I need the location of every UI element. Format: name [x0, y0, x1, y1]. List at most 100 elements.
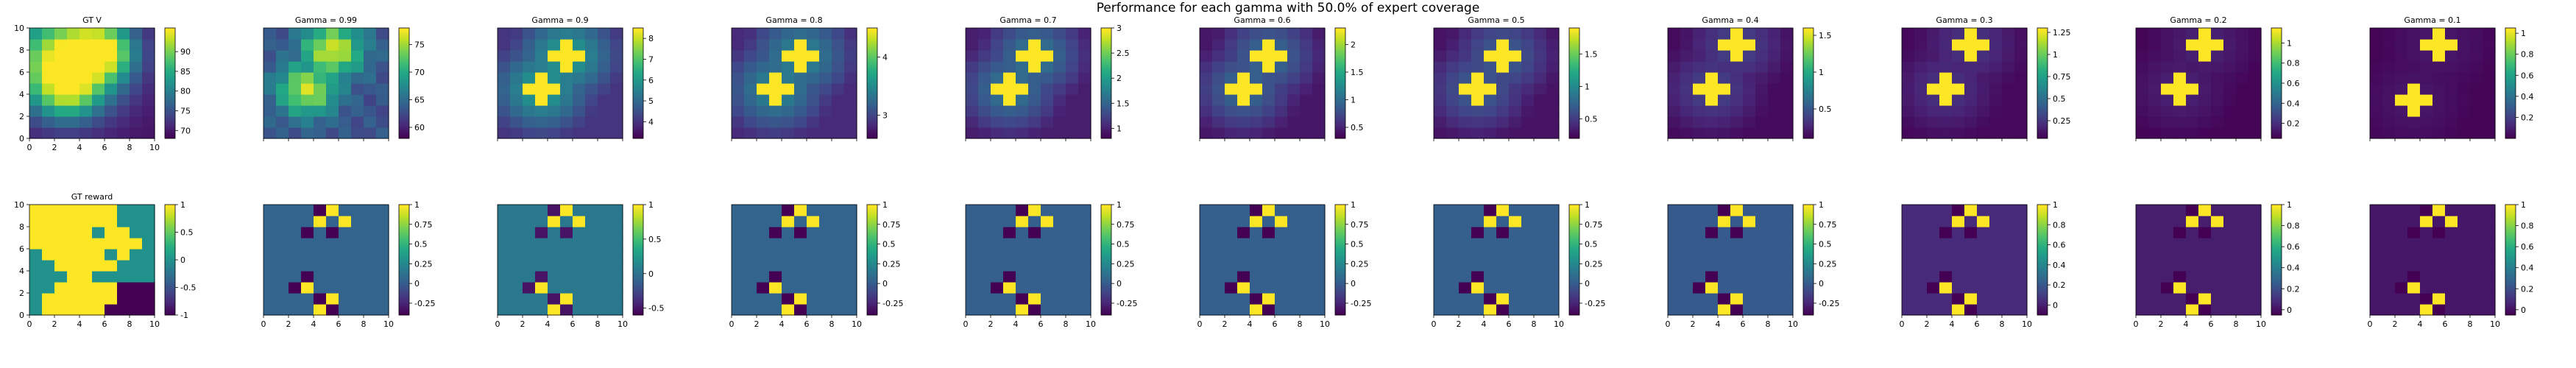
colorbar-segment: [2037, 286, 2048, 288]
heatmap-cell: [2002, 282, 2015, 294]
x-tick-label: 0: [2134, 319, 2139, 329]
colorbar-segment: [633, 280, 643, 283]
heatmap-cell: [2198, 282, 2212, 294]
heatmap-cell: [263, 282, 277, 294]
heatmap-cell: [1902, 216, 1915, 227]
heatmap-cell: [2395, 61, 2408, 73]
heatmap-cell: [2211, 238, 2224, 250]
colorbar-segment: [1803, 261, 1814, 264]
heatmap-cell: [1275, 39, 1288, 51]
heatmap-cell: [2173, 249, 2187, 261]
heatmap-cell: [1952, 249, 1965, 261]
heatmap-cell: [2161, 83, 2174, 95]
heatmap-cell: [263, 205, 277, 216]
heatmap-cell: [1534, 271, 1547, 283]
heatmap-cell: [130, 271, 143, 283]
heatmap-cell: [2470, 94, 2483, 106]
heatmap-cell: [769, 216, 782, 227]
heatmap-cell: [769, 39, 782, 51]
colorbar-segment: [1569, 59, 1579, 62]
heatmap-cell: [1312, 227, 1326, 238]
colorbar-segment: [633, 247, 643, 250]
heatmap-cell: [2136, 39, 2149, 51]
colorbar-segment: [1101, 293, 1111, 295]
heatmap-cell: [289, 83, 302, 95]
heatmap-cell: [1434, 61, 1447, 73]
colorbar-segment: [2037, 217, 2048, 220]
colorbar-segment: [2505, 236, 2516, 238]
heatmap-cell: [1768, 50, 1781, 62]
heatmap-cell: [510, 105, 523, 117]
colorbar-segment: [2505, 245, 2516, 247]
heatmap-cell: [2248, 271, 2262, 283]
colorbar-segment: [2505, 313, 2516, 316]
heatmap-cell: [1262, 105, 1275, 117]
colorbar-segment: [1569, 85, 1579, 88]
colorbar-segment: [2037, 48, 2048, 51]
colorbar-tick-label: 1: [2287, 200, 2292, 210]
colorbar-segment: [1803, 232, 1814, 235]
colorbar-segment: [399, 136, 409, 139]
heatmap-cell: [1287, 293, 1301, 305]
colorbar-segment: [1569, 221, 1579, 224]
heatmap-cell: [2236, 271, 2249, 283]
colorbar-segment: [1101, 114, 1111, 117]
x-tick-label: 0: [495, 319, 500, 329]
heatmap-cell: [1041, 260, 1054, 272]
heatmap-cell: [2445, 304, 2458, 316]
heatmap-cell: [1668, 249, 1681, 261]
colorbar-segment: [2271, 278, 2282, 280]
colorbar-segment: [1101, 105, 1111, 107]
colorbar-segment: [2037, 33, 2048, 36]
colorbar-segment: [1569, 294, 1579, 297]
colorbar-segment: [2271, 54, 2282, 56]
colorbar-segment: [2505, 102, 2516, 104]
heatmap-cell: [1041, 282, 1054, 294]
heatmap-cell: [1446, 304, 1459, 316]
heatmap-cell: [2470, 116, 2483, 128]
heatmap-cell: [523, 271, 536, 283]
heatmap-cell: [376, 28, 389, 40]
heatmap-cell: [1964, 227, 1978, 238]
colorbar-tick-label: 0.4: [2287, 263, 2300, 273]
colorbar-segment: [1335, 298, 1345, 301]
heatmap-cell: [1275, 127, 1288, 139]
colorbar-frame: [398, 27, 410, 139]
heatmap-cell: [351, 282, 364, 294]
heatmap-cell: [2458, 72, 2471, 84]
heatmap-cell: [1237, 249, 1250, 261]
heatmap-cell: [757, 50, 770, 62]
colorbar-segment: [633, 96, 643, 99]
colorbar-tick-label: 0.2: [2287, 119, 2300, 129]
heatmap-cell: [1066, 227, 1079, 238]
heatmap-cell: [1705, 94, 1719, 106]
colorbar-segment: [867, 282, 877, 284]
heatmap-cell: [1471, 94, 1485, 106]
colorbar-segment: [867, 239, 877, 242]
colorbar-segment: [1335, 61, 1345, 63]
colorbar-segment: [2037, 256, 2048, 258]
heatmap-cell: [1927, 227, 1940, 238]
colorbar-frame: [866, 204, 878, 316]
colorbar-segment: [2271, 247, 2282, 250]
colorbar-segment: [867, 129, 877, 132]
x-tick-label: 10: [1788, 319, 1798, 329]
heatmap-cell: [1927, 216, 1940, 227]
colorbar-segment: [165, 136, 175, 139]
colorbar-segment: [2271, 37, 2282, 40]
heatmap-cell: [117, 282, 130, 294]
x-tick-label: 0: [963, 319, 969, 329]
heatmap-cell: [523, 238, 536, 250]
colorbar-tick-label: 1: [1819, 68, 1824, 77]
colorbar-frame: [1334, 204, 1346, 316]
heatmap-cell: [1668, 271, 1681, 283]
heatmap-cell: [2470, 227, 2483, 238]
heatmap-cell: [1446, 50, 1459, 62]
heatmap-cell: [1312, 271, 1326, 283]
colorbar-segment: [1335, 110, 1345, 113]
heatmap-cell: [1041, 227, 1054, 238]
heatmap-cell: [510, 293, 523, 305]
heatmap-cell: [548, 61, 561, 73]
colorbar-segment: [1335, 127, 1345, 130]
